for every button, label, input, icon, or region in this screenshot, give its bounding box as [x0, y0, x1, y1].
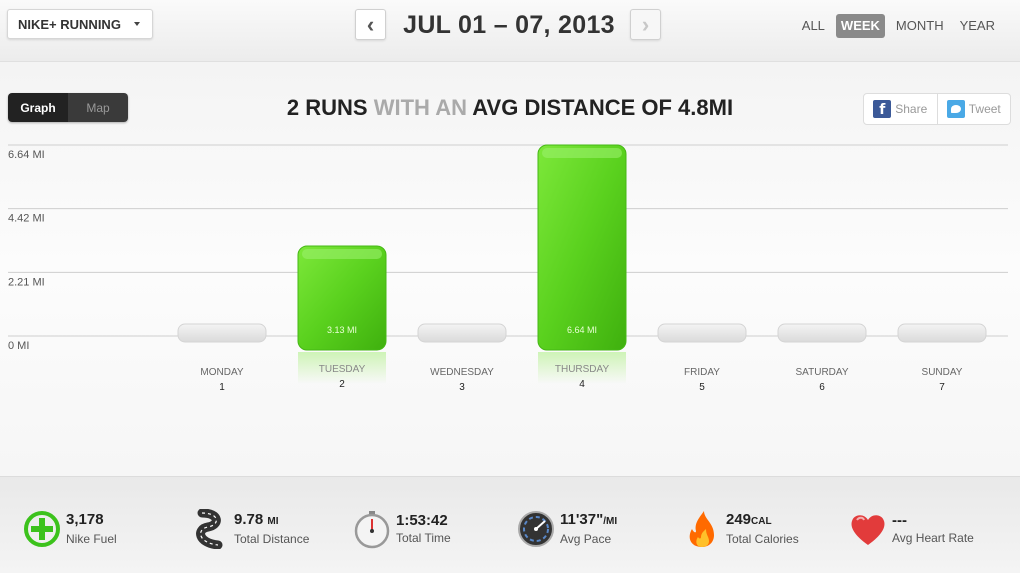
stopwatch-icon	[354, 511, 390, 549]
summary-avg: AVG DISTANCE OF 4.8MI	[472, 95, 734, 120]
y-tick-label: 4.42 MI	[8, 213, 45, 225]
stat-label: Total Distance	[234, 532, 310, 546]
bar[interactable]	[537, 144, 627, 351]
stat-total-calories: 249CAL Total Calories	[682, 507, 799, 551]
range-tabs: ALL WEEK MONTH YEAR	[797, 14, 1000, 38]
stat-value: 3,178	[66, 511, 104, 528]
graph-view-button[interactable]: Graph	[8, 93, 68, 122]
summary-connector: WITH AN	[367, 95, 473, 120]
heart-icon	[851, 515, 885, 545]
main-panel: Graph Map 2 RUNS WITH AN AVG DISTANCE OF…	[0, 62, 1020, 476]
stat-label: Total Calories	[726, 532, 799, 546]
empty-bar[interactable]	[777, 323, 867, 343]
bar[interactable]	[297, 245, 387, 351]
facebook-share-label: Share	[895, 102, 928, 116]
day-number: 1	[219, 382, 225, 393]
tweet-label: Tweet	[968, 102, 1001, 116]
next-week-button[interactable]: ›	[630, 9, 661, 40]
empty-bar[interactable]	[657, 323, 747, 343]
bar-reflection	[538, 352, 626, 384]
app-select-dropdown[interactable]: NIKE+ RUNNING	[7, 9, 153, 39]
empty-bar[interactable]	[897, 323, 987, 343]
y-tick-label: 2.21 MI	[8, 276, 45, 288]
stat-value: 1:53:42	[396, 512, 448, 529]
stat-value: 249	[726, 511, 752, 528]
date-range-title: JUL 01 – 07, 2013	[403, 11, 615, 39]
run-summary: 2 RUNS WITH AN AVG DISTANCE OF 4.8MI	[200, 95, 820, 121]
stat-total-distance: 9.78 MI Total Distance	[190, 507, 309, 551]
map-view-button[interactable]: Map	[68, 93, 128, 122]
day-label: TUESDAY	[319, 364, 366, 375]
empty-bar[interactable]	[417, 323, 507, 343]
tab-month[interactable]: MONTH	[895, 18, 944, 33]
stat-avg-heart-rate: --- Avg Heart Rate	[848, 507, 974, 551]
stat-unit: CAL	[751, 516, 772, 527]
tab-week[interactable]: WEEK	[835, 14, 885, 38]
weekly-distance-chart: 6.64 MI 4.42 MI 2.21 MI 0 MI MONDAY 1 3.13 MI T…	[8, 144, 1008, 393]
speedometer-icon	[518, 511, 554, 547]
bar-reflection	[298, 352, 386, 384]
top-header: NIKE+ RUNNING ‹ JUL 01 – 07, 2013 › ALL …	[0, 0, 1020, 62]
stat-unit: MI	[267, 516, 279, 527]
day-number: 3	[459, 382, 465, 393]
day-label: SUNDAY	[922, 367, 963, 378]
share-group: f Share Tweet	[863, 93, 1011, 125]
stat-unit: /MI	[603, 516, 618, 527]
stat-label: Avg Heart Rate	[892, 531, 974, 545]
nike-fuel-icon	[24, 511, 60, 547]
bar-highlight	[302, 248, 382, 259]
day-number: 2	[339, 379, 345, 390]
stat-label: Nike Fuel	[66, 532, 117, 546]
stats-bar: 3,178 Nike Fuel 9.78 MI Total Distance 1…	[0, 476, 1020, 573]
facebook-share-button[interactable]: f Share	[864, 94, 937, 124]
bar-value-label: 6.64 MI	[567, 325, 597, 335]
flame-icon	[689, 511, 714, 547]
bar-highlight	[542, 148, 622, 158]
stat-nike-fuel: 3,178 Nike Fuel	[22, 507, 117, 551]
facebook-icon: f	[873, 100, 892, 118]
day-number: 5	[699, 382, 705, 393]
stat-value: ---	[892, 512, 907, 529]
stat-label: Total Time	[396, 531, 451, 545]
summary-runs: 2 RUNS	[286, 95, 368, 120]
tweet-button[interactable]: Tweet	[936, 94, 1011, 124]
stat-avg-pace: 11'37"/MI Avg Pace	[516, 507, 617, 551]
day-label: MONDAY	[200, 367, 243, 378]
day-label: FRIDAY	[684, 367, 720, 378]
day-label: THURSDAY	[555, 364, 610, 375]
y-tick-label: 6.64 MI	[8, 149, 45, 161]
tab-all[interactable]: ALL	[801, 18, 825, 33]
view-toggle: Graph Map	[8, 93, 128, 122]
empty-bar[interactable]	[177, 323, 267, 343]
day-label: SATURDAY	[796, 367, 849, 378]
twitter-icon	[946, 100, 965, 118]
tab-year[interactable]: YEAR	[959, 18, 995, 33]
day-number: 6	[819, 382, 825, 393]
prev-week-button[interactable]: ‹	[355, 9, 386, 40]
day-number: 4	[579, 379, 585, 390]
chevron-down-icon	[134, 22, 140, 26]
stat-value: 9.78	[234, 511, 264, 528]
app-select-label: NIKE+ RUNNING	[18, 16, 121, 32]
bar-value-label: 3.13 MI	[327, 325, 357, 335]
road-icon	[196, 509, 223, 549]
stat-label: Avg Pace	[560, 532, 612, 546]
y-tick-label: 0 MI	[8, 340, 29, 352]
stat-total-time: 1:53:42 Total Time	[352, 507, 451, 551]
day-number: 7	[939, 382, 945, 393]
stat-value: 11'37"	[560, 511, 604, 528]
day-label: WEDNESDAY	[430, 367, 494, 378]
